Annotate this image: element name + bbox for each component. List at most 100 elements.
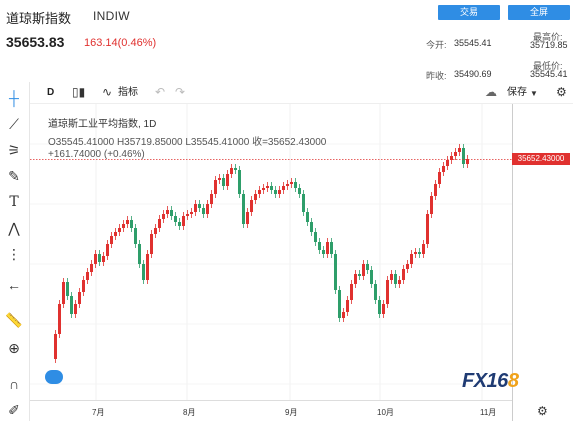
prev-close-value: 35490.69	[454, 69, 492, 79]
candle-body	[78, 292, 81, 304]
candle-body	[146, 254, 149, 280]
redo-icon[interactable]: ↷	[175, 85, 186, 99]
candle-body	[170, 210, 173, 216]
candles	[54, 144, 469, 363]
candle-body	[126, 220, 129, 224]
settings-gear-icon[interactable]: ⚙	[556, 85, 567, 99]
x-label-aug: 8月	[183, 408, 196, 417]
lock-drawing-icon[interactable]: ✐	[8, 402, 20, 418]
candle-body	[230, 168, 233, 174]
candle-body	[254, 194, 257, 200]
magnet-icon[interactable]: ∩	[8, 376, 20, 392]
candle-body	[214, 180, 217, 194]
high-label: 最高价:	[533, 32, 563, 42]
candle-body	[190, 212, 193, 214]
crosshair-icon[interactable]: ┼	[9, 90, 19, 106]
candle-body	[66, 282, 69, 296]
quote-header: 道琼斯指数 INDIW 交易 全屏 35653.83 163.14(0.46%)…	[0, 0, 573, 82]
chart-grid	[30, 104, 512, 400]
candle-style-icon[interactable]: ▯▮	[72, 85, 86, 99]
chevron-down-icon[interactable]: ▼	[530, 89, 538, 98]
candle-body	[438, 172, 441, 184]
candle-body	[426, 214, 429, 244]
candle-body	[162, 214, 165, 219]
candle-body	[158, 219, 161, 228]
candle-body	[238, 170, 241, 194]
candle-body	[202, 208, 205, 214]
candle-body	[206, 204, 209, 214]
fib-tool-icon[interactable]: ⚞	[7, 142, 21, 158]
candle-body	[222, 178, 225, 186]
candle-body	[274, 190, 277, 194]
chart-settings-icon[interactable]: ⚙	[537, 404, 548, 418]
candle-body	[346, 300, 349, 312]
candle-body	[58, 304, 61, 334]
candle-body	[294, 182, 297, 188]
last-price-tag: 35652.43000	[512, 153, 570, 165]
low-label: 最低价:	[533, 61, 563, 71]
candle-body	[262, 188, 265, 190]
fx168-logo: FX168	[462, 370, 519, 392]
candle-body	[386, 280, 389, 304]
candle-body	[54, 334, 57, 359]
ruler-icon[interactable]: 📏	[5, 312, 23, 328]
candle-body	[442, 166, 445, 172]
candle-body	[462, 148, 465, 164]
save-button[interactable]: 保存	[507, 87, 527, 98]
prediction-icon[interactable]: ⋮	[7, 246, 21, 262]
candle-body	[430, 196, 433, 214]
candle-body	[270, 186, 273, 190]
candle-body	[466, 159, 469, 164]
candle-body	[370, 270, 373, 284]
candle-body	[322, 250, 325, 254]
drawing-toolbar: ┼ ⟋ ⚞ ✎ T ⋀ ⋮ ← 📏 ⊕ ∩ ✐	[0, 82, 30, 421]
x-label-jul: 7月	[92, 408, 105, 417]
candle-body	[74, 304, 77, 314]
candle-body	[258, 190, 261, 194]
fullscreen-button[interactable]: 全屏	[508, 5, 570, 20]
candle-body	[138, 244, 141, 264]
legend-title: 道琼斯工业平均指数, 1D	[48, 119, 157, 130]
candle-body	[326, 242, 329, 254]
candle-body	[422, 244, 425, 254]
back-arrow-icon[interactable]: ←	[7, 277, 21, 293]
candle-body	[142, 264, 145, 280]
candle-body	[102, 256, 105, 262]
interval-selector[interactable]: D	[47, 87, 55, 98]
candle-body	[278, 190, 281, 194]
candle-body	[250, 200, 253, 212]
trend-line-icon[interactable]: ⟋	[9, 116, 19, 132]
today-open-label: 今开:	[426, 40, 447, 50]
candle-body	[366, 264, 369, 270]
trade-button[interactable]: 交易	[438, 5, 500, 20]
pattern-icon[interactable]: ⋀	[8, 220, 20, 236]
candle-body	[374, 284, 377, 300]
candle-body	[246, 212, 249, 224]
candle-body	[194, 204, 197, 212]
candle-body	[266, 186, 269, 188]
candle-body	[98, 254, 101, 262]
candlestick-chart[interactable]	[30, 104, 573, 421]
x-label-nov: 11月	[480, 408, 497, 417]
indicators-icon[interactable]: ∿	[102, 85, 113, 99]
zoom-in-icon[interactable]: ⊕	[8, 340, 20, 356]
candle-body	[338, 290, 341, 318]
candle-body	[130, 220, 133, 228]
candle-body	[226, 174, 229, 186]
price-change: 163.14(0.46%)	[84, 37, 157, 49]
text-tool-icon[interactable]: T	[9, 194, 19, 210]
indicators-button[interactable]: 指标	[118, 87, 138, 98]
candle-body	[362, 264, 365, 276]
candle-body	[178, 222, 181, 226]
undo-icon[interactable]: ↶	[155, 85, 166, 99]
brush-icon[interactable]: ✎	[8, 168, 20, 184]
candle-body	[342, 312, 345, 318]
candle-body	[218, 178, 221, 180]
tradingview-cloud-icon[interactable]	[45, 370, 63, 384]
candle-body	[354, 274, 357, 284]
candle-body	[406, 264, 409, 269]
candle-body	[302, 194, 305, 212]
candle-body	[410, 254, 413, 264]
candle-body	[234, 168, 237, 170]
candle-body	[182, 216, 185, 226]
